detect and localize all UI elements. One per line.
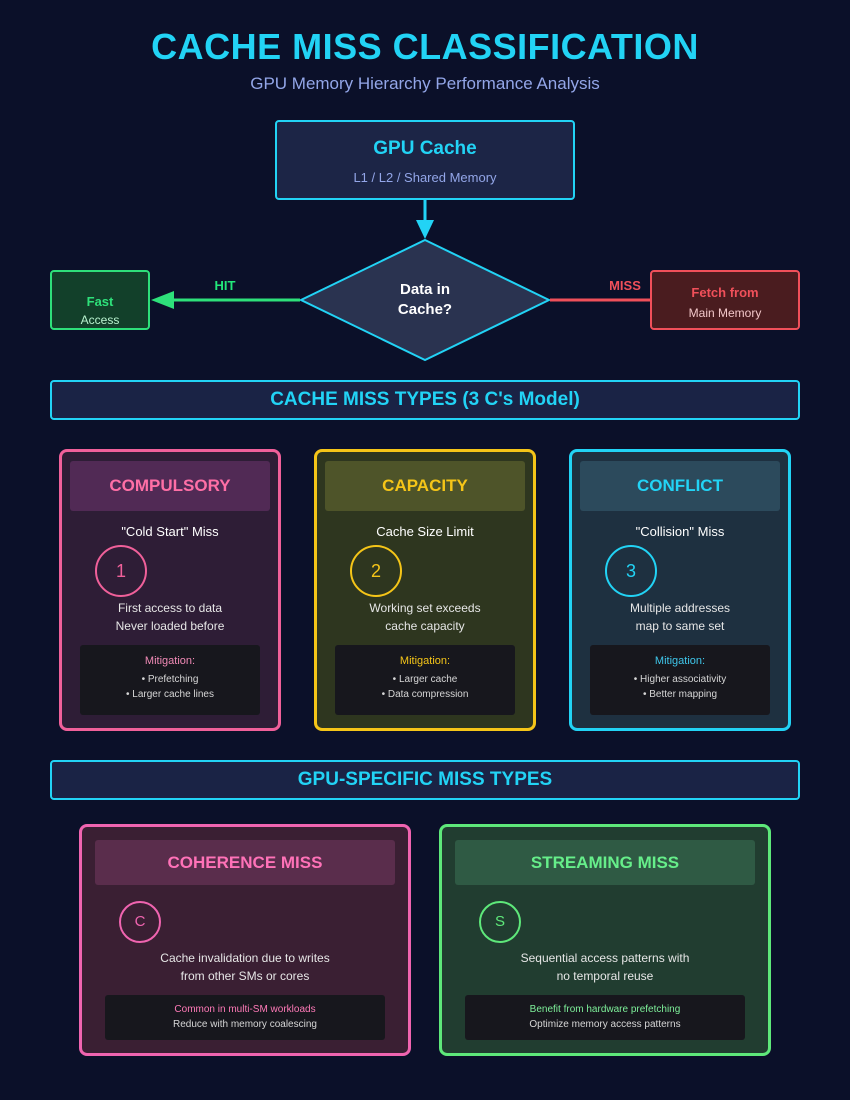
page-subtitle: GPU Memory Hierarchy Performance Analysi… bbox=[250, 74, 600, 93]
capacity-card: CAPACITY Cache Size Limit 2 Working set … bbox=[314, 449, 536, 731]
decision-line-2: Cache? bbox=[397, 301, 453, 318]
gpu-cache-title: GPU Cache bbox=[373, 138, 477, 159]
fast-access-title: Fast bbox=[86, 294, 114, 309]
fetch-memory-subtitle: Main Memory bbox=[688, 306, 762, 320]
mitigation-item: • Larger cache lines bbox=[126, 689, 214, 700]
conflict-mitigation-box: Mitigation: • Higher associativity • Bet… bbox=[590, 645, 770, 715]
coherence-note-box: Common in multi-SM workloads Reduce with… bbox=[105, 995, 385, 1040]
streaming-desc-1: Sequential access patterns with bbox=[520, 951, 690, 965]
mitigation-item: • Prefetching bbox=[141, 674, 199, 685]
coherence-desc-2: from other SMs or cores bbox=[180, 969, 310, 983]
number-badge-1: 1 bbox=[95, 545, 147, 597]
mitigation-label: Mitigation: bbox=[399, 655, 451, 667]
decision-text: Data in Cache? bbox=[365, 280, 485, 320]
gpu-cache-subtitle: L1 / L2 / Shared Memory bbox=[353, 170, 497, 185]
streaming-note-2: Optimize memory access patterns bbox=[529, 1019, 681, 1030]
compulsory-desc-1: First access to data bbox=[117, 601, 223, 615]
coherence-badge: C bbox=[119, 901, 161, 943]
page-title: CACHE MISS CLASSIFICATION bbox=[151, 26, 699, 67]
capacity-mitigation-box: Mitigation: • Larger cache • Data compre… bbox=[335, 645, 515, 715]
hit-arrow-head bbox=[151, 291, 174, 309]
streaming-desc-2: no temporal reuse bbox=[556, 969, 654, 983]
section-header-3cs: CACHE MISS TYPES (3 C's Model) bbox=[50, 380, 800, 420]
decision-line-1: Data in bbox=[399, 281, 450, 298]
coherence-desc-1: Cache invalidation due to writes bbox=[160, 951, 330, 965]
compulsory-tagline: "Cold Start" Miss bbox=[121, 524, 219, 539]
gpu-cache-node: GPU Cache L1 / L2 / Shared Memory bbox=[275, 120, 575, 200]
mitigation-label: Mitigation: bbox=[144, 655, 196, 667]
conflict-desc-2: map to same set bbox=[635, 619, 725, 633]
fast-access-subtitle: Access bbox=[80, 313, 120, 327]
mitigation-item: • Higher associativity bbox=[633, 674, 727, 685]
streaming-note-box: Benefit from hardware prefetching Optimi… bbox=[465, 995, 745, 1040]
conflict-desc-1: Multiple addresses bbox=[629, 601, 731, 615]
compulsory-mitigation-box: Mitigation: • Prefetching • Larger cache… bbox=[80, 645, 260, 715]
number-badge-2: 2 bbox=[350, 545, 402, 597]
streaming-title: STREAMING MISS bbox=[455, 840, 755, 885]
conflict-card: CONFLICT "Collision" Miss 3 Multiple add… bbox=[569, 449, 791, 731]
mitigation-item: • Larger cache bbox=[392, 674, 458, 685]
capacity-tagline: Cache Size Limit bbox=[376, 524, 474, 539]
coherence-title: COHERENCE MISS bbox=[95, 840, 395, 885]
coherence-note-2: Reduce with memory coalescing bbox=[173, 1019, 317, 1030]
conflict-title: CONFLICT bbox=[580, 461, 780, 511]
decision-diamond bbox=[298, 238, 552, 362]
compulsory-desc-2: Never loaded before bbox=[115, 619, 225, 633]
compulsory-card: COMPULSORY "Cold Start" Miss 1 First acc… bbox=[59, 449, 281, 731]
fetch-memory-node: Fetch from Main Memory bbox=[650, 270, 800, 330]
conflict-tagline: "Collision" Miss bbox=[635, 524, 725, 539]
flow-connectors bbox=[151, 200, 650, 362]
mitigation-item: • Data compression bbox=[381, 689, 469, 700]
mitigation-item: • Better mapping bbox=[642, 689, 718, 700]
capacity-desc-1: Working set exceeds bbox=[369, 601, 481, 615]
fast-access-node: Fast Access bbox=[50, 270, 150, 330]
compulsory-title: COMPULSORY bbox=[70, 461, 270, 511]
coherence-miss-card: COHERENCE MISS C Cache invalidation due … bbox=[79, 824, 411, 1056]
miss-label: MISS bbox=[609, 278, 641, 293]
capacity-title: CAPACITY bbox=[325, 461, 525, 511]
streaming-miss-card: STREAMING MISS S Sequential access patte… bbox=[439, 824, 771, 1056]
capacity-desc-2: cache capacity bbox=[385, 619, 465, 633]
number-badge-3: 3 bbox=[605, 545, 657, 597]
mitigation-label: Mitigation: bbox=[654, 655, 706, 667]
fetch-memory-title: Fetch from bbox=[691, 285, 759, 300]
streaming-badge: S bbox=[479, 901, 521, 943]
streaming-note-1: Benefit from hardware prefetching bbox=[529, 1004, 681, 1015]
down-arrow-head bbox=[416, 220, 434, 239]
hit-label: HIT bbox=[214, 278, 236, 293]
section-header-gpu-specific: GPU-SPECIFIC MISS TYPES bbox=[50, 760, 800, 800]
coherence-note-1: Common in multi-SM workloads bbox=[174, 1004, 316, 1015]
